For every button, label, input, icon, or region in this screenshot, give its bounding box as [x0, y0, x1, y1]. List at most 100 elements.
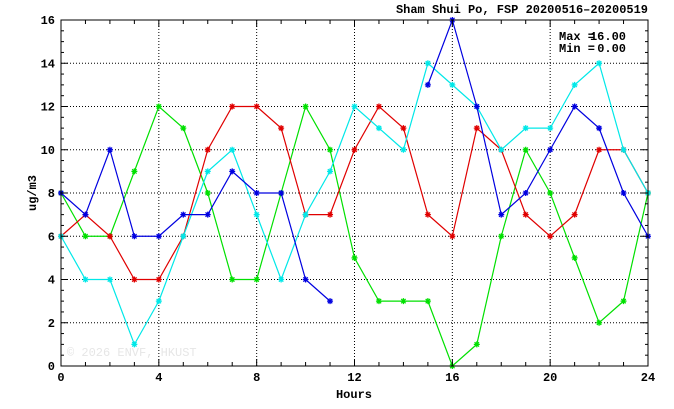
data-point — [253, 103, 260, 110]
data-point — [620, 298, 627, 305]
data-point — [547, 125, 554, 132]
data-point — [620, 190, 627, 196]
data-point — [155, 233, 162, 240]
data-point — [596, 125, 603, 132]
data-point — [229, 168, 236, 175]
x-tick-label: 4 — [155, 371, 162, 385]
data-point — [302, 103, 309, 110]
data-point — [155, 298, 162, 305]
data-point — [498, 146, 505, 153]
data-point — [424, 298, 431, 305]
x-axis-title: Hours — [336, 388, 372, 402]
data-point — [400, 125, 407, 132]
data-point — [351, 254, 358, 261]
data-point — [253, 276, 260, 283]
data-point — [131, 168, 138, 175]
data-point — [596, 319, 603, 326]
watermark-text: © 2026 ENVF, HKUST — [67, 346, 197, 360]
data-point — [155, 276, 162, 283]
data-point — [229, 146, 236, 153]
data-point — [449, 233, 456, 240]
y-axis-title: ug/m3 — [26, 175, 40, 211]
data-point — [498, 211, 505, 218]
data-point — [547, 233, 554, 240]
data-point — [351, 146, 358, 153]
data-point — [302, 276, 309, 283]
grid-lines — [61, 20, 648, 366]
data-point — [253, 190, 260, 196]
data-point — [327, 211, 334, 218]
data-point — [131, 341, 138, 348]
series-group — [58, 17, 651, 369]
data-point — [327, 298, 334, 305]
data-point — [375, 125, 382, 132]
data-point — [204, 146, 211, 153]
series-2 — [58, 103, 651, 283]
data-point — [106, 276, 113, 283]
y-tick-label: 14 — [41, 57, 55, 71]
max-label: Max = — [559, 30, 595, 44]
data-point — [522, 146, 529, 153]
data-point — [204, 168, 211, 175]
data-point — [424, 60, 431, 67]
data-point — [351, 103, 358, 110]
data-point — [522, 211, 529, 218]
data-point — [180, 125, 187, 132]
data-point — [375, 298, 382, 305]
series-line — [60, 147, 331, 302]
y-tick-label: 16 — [41, 14, 55, 28]
data-point — [424, 211, 431, 218]
y-tick-label: 2 — [48, 317, 55, 331]
data-point — [155, 103, 162, 110]
data-point — [229, 276, 236, 283]
max-value: 16.00 — [590, 30, 626, 44]
x-tick-label: 20 — [543, 371, 557, 385]
data-point — [620, 146, 627, 153]
data-point — [278, 276, 285, 283]
data-point — [596, 60, 603, 67]
min-label: Min = — [559, 42, 595, 56]
x-tick-label: 24 — [641, 371, 655, 385]
y-tick-label: 4 — [48, 274, 55, 288]
chart-title: Sham Shui Po, FSP 20200516–20200519 — [396, 3, 648, 17]
data-point — [400, 298, 407, 305]
y-tick-label: 0 — [48, 360, 55, 374]
data-point — [473, 341, 480, 348]
data-point — [522, 190, 529, 196]
data-point — [204, 190, 211, 196]
data-point — [82, 211, 89, 218]
data-point — [82, 276, 89, 283]
data-point — [522, 125, 529, 132]
data-point — [131, 233, 138, 240]
min-value: 0.00 — [597, 42, 626, 56]
data-point — [131, 276, 138, 283]
data-point — [302, 211, 309, 218]
data-point — [547, 190, 554, 196]
data-point — [449, 81, 456, 88]
data-point — [571, 81, 578, 88]
data-point — [106, 233, 113, 240]
data-point — [327, 146, 334, 153]
data-point — [82, 233, 89, 240]
series-line — [427, 18, 649, 237]
data-point — [278, 190, 285, 196]
data-point — [229, 103, 236, 110]
y-tick-label: 6 — [48, 230, 55, 244]
series-4 — [58, 17, 651, 305]
y-tick-label: 12 — [41, 101, 55, 115]
data-point — [400, 146, 407, 153]
data-point — [180, 233, 187, 240]
series-3 — [58, 60, 651, 348]
x-tick-label: 8 — [253, 371, 260, 385]
data-point — [498, 233, 505, 240]
stats-box: Max = 16.00 Min = 0.00 — [559, 30, 626, 56]
data-point — [106, 146, 113, 153]
data-point — [375, 103, 382, 110]
data-point — [473, 103, 480, 110]
data-point — [571, 103, 578, 110]
y-tick-label: 8 — [48, 187, 55, 201]
data-point — [473, 125, 480, 132]
data-point — [547, 146, 554, 153]
